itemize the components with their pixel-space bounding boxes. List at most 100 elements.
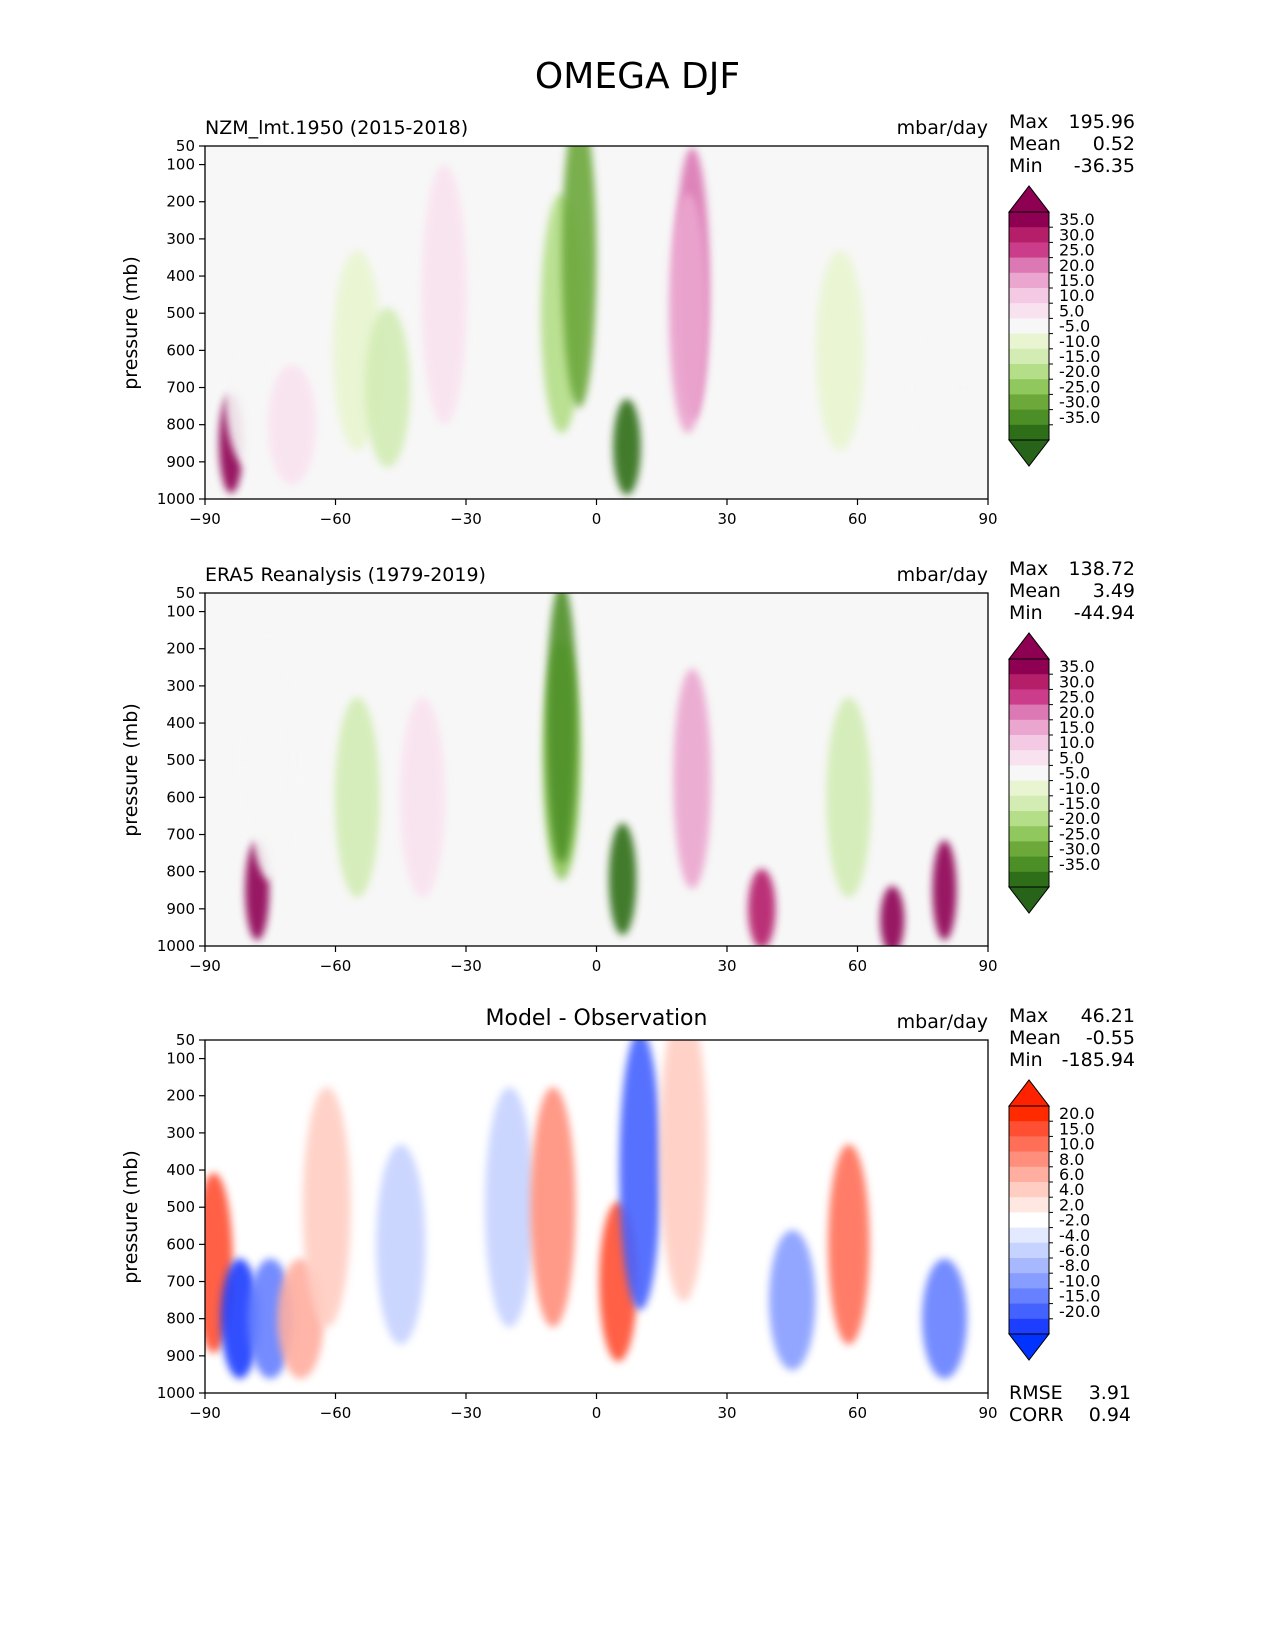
colorbar-tick-label: -30.0 bbox=[1059, 840, 1100, 859]
metric-label: CORR bbox=[1009, 1404, 1064, 1426]
colorbar-tick-label: 30.0 bbox=[1059, 672, 1095, 691]
colorbar-bin bbox=[1009, 409, 1049, 426]
colorbar-tick-label: 5.0 bbox=[1059, 301, 1084, 320]
panel-label: ERA5 Reanalysis (1979-2019) bbox=[205, 564, 486, 586]
stat-label: Mean bbox=[1009, 1027, 1061, 1049]
stat-label: Max bbox=[1009, 1005, 1049, 1027]
field-feature bbox=[613, 398, 641, 495]
y-tick-label: 600 bbox=[166, 1235, 195, 1253]
colorbar-tick-label: 6.0 bbox=[1059, 1165, 1084, 1184]
field-feature bbox=[205, 1172, 233, 1353]
axes-frame bbox=[204, 592, 989, 947]
colorbar-extend-max bbox=[1007, 185, 1051, 213]
colorbar-tick-label: -15.0 bbox=[1059, 1287, 1100, 1306]
field-feature bbox=[826, 697, 872, 898]
colorbar-tick-label: -25.0 bbox=[1059, 377, 1100, 396]
colorbar-bin bbox=[1009, 333, 1049, 350]
plot-background bbox=[205, 593, 988, 946]
field-feature bbox=[224, 307, 273, 468]
stat-label: Min bbox=[1009, 602, 1043, 624]
colorbar-tick-label: -15.0 bbox=[1059, 794, 1100, 813]
colorbar-bin bbox=[1009, 719, 1049, 736]
plot-background bbox=[205, 1040, 988, 1393]
colorbar-tick-label: -2.0 bbox=[1059, 1211, 1090, 1230]
metric-rmse: RMSE 3.91 bbox=[1009, 1382, 1131, 1404]
colorbar-tick-label: -10.0 bbox=[1059, 779, 1100, 798]
units-label: mbar/day bbox=[896, 117, 988, 139]
metrics-block: RMSE 3.91 CORR 0.94 bbox=[1009, 1382, 1135, 1426]
colorbar-bin bbox=[1009, 856, 1049, 873]
field-feature bbox=[220, 1258, 259, 1379]
units-label: mbar/day bbox=[896, 564, 988, 586]
stat-value: -185.94 bbox=[1061, 1049, 1135, 1071]
stat-label: Max bbox=[1009, 111, 1049, 133]
field-feature bbox=[484, 1087, 535, 1328]
axes-frame bbox=[204, 145, 989, 500]
colorbar-extend-max bbox=[1007, 632, 1051, 660]
colorbar-bin bbox=[1009, 689, 1049, 706]
stat-label: Mean bbox=[1009, 580, 1061, 602]
colorbar-bin bbox=[1009, 780, 1049, 797]
colorbar-extend-min bbox=[1007, 886, 1051, 914]
stat-min: Min -185.94 bbox=[1009, 1049, 1135, 1071]
stat-value: -36.35 bbox=[1073, 155, 1135, 177]
colorbar-tick-label: 30.0 bbox=[1059, 225, 1095, 244]
units-label: mbar/day bbox=[896, 1011, 988, 1033]
panel-title: Model - Observation bbox=[485, 1006, 708, 1031]
colorbar: 35.030.025.020.015.010.05.0-5.0-10.0-15.… bbox=[1007, 632, 1100, 914]
colorbar-bin bbox=[1009, 257, 1049, 274]
y-tick-label: 50 bbox=[176, 1031, 195, 1049]
stats-block: Max 195.96 Mean 0.52 Min -36.35 bbox=[1009, 111, 1135, 177]
colorbar-tick-label: 10.0 bbox=[1059, 286, 1095, 305]
field-feature bbox=[302, 1087, 351, 1328]
colorbar-bin bbox=[1009, 1151, 1049, 1168]
field-feature bbox=[561, 146, 597, 408]
colorbar-bin bbox=[1009, 1166, 1049, 1183]
y-tick-label: 600 bbox=[166, 341, 195, 359]
colorbar-tick-label: 5.0 bbox=[1059, 748, 1084, 767]
field-feature bbox=[659, 1040, 708, 1302]
colorbar-tick-label: -8.0 bbox=[1059, 1256, 1090, 1275]
y-tick-label: 50 bbox=[176, 584, 195, 602]
stat-min: Min -44.94 bbox=[1009, 602, 1135, 624]
y-tick-label: 200 bbox=[166, 1087, 195, 1105]
y-tick-label: 1000 bbox=[157, 490, 195, 508]
colorbar-tick-label: 10.0 bbox=[1059, 733, 1095, 752]
field-feature bbox=[540, 193, 583, 434]
y-axis-label: pressure (mb) bbox=[120, 1149, 142, 1284]
colorbar-tick-label: -20.0 bbox=[1059, 1302, 1100, 1321]
stat-value: 3.49 bbox=[1092, 580, 1135, 602]
y-axis-label: pressure (mb) bbox=[120, 702, 142, 837]
colorbar-tick-label: 25.0 bbox=[1059, 241, 1095, 260]
y-tick-label: 900 bbox=[166, 900, 195, 918]
field-feature bbox=[334, 697, 380, 898]
y-tick-label: 300 bbox=[166, 230, 195, 248]
colorbar-bin bbox=[1009, 1242, 1049, 1259]
colorbar-tick-label: 10.0 bbox=[1059, 1135, 1095, 1154]
colorbar-tick-label: -35.0 bbox=[1059, 408, 1100, 427]
metric-value: 3.91 bbox=[1088, 1382, 1131, 1404]
colorbar-bin bbox=[1009, 841, 1049, 858]
stat-label: Mean bbox=[1009, 133, 1061, 155]
colorbar-bin bbox=[1009, 1106, 1049, 1122]
field-feature bbox=[421, 164, 467, 425]
figure-title: OMEGA DJF bbox=[534, 56, 741, 97]
y-tick-label: 100 bbox=[166, 156, 195, 174]
colorbar-bin bbox=[1009, 1182, 1049, 1198]
y-tick-label: 900 bbox=[166, 1347, 195, 1365]
stats-block: Max 138.72 Mean 3.49 Min -44.94 bbox=[1009, 558, 1135, 624]
stat-label: Min bbox=[1009, 1049, 1043, 1071]
field-feature bbox=[673, 668, 712, 889]
stat-value: 46.21 bbox=[1080, 1005, 1135, 1027]
colorbar-tick-label: -35.0 bbox=[1059, 855, 1100, 874]
x-tick-label: 60 bbox=[848, 957, 867, 975]
colorbar-bin bbox=[1009, 1227, 1049, 1244]
field-feature bbox=[915, 307, 965, 468]
colorbar-tick-label: 35.0 bbox=[1059, 210, 1095, 229]
colorbar-bin bbox=[1009, 1303, 1049, 1320]
x-tick-label: −90 bbox=[189, 957, 221, 975]
y-tick-label: 500 bbox=[166, 304, 195, 322]
colorbar-tick-label: -5.0 bbox=[1059, 764, 1090, 783]
x-tick-label: 0 bbox=[592, 957, 602, 975]
field-feature bbox=[530, 1087, 576, 1328]
